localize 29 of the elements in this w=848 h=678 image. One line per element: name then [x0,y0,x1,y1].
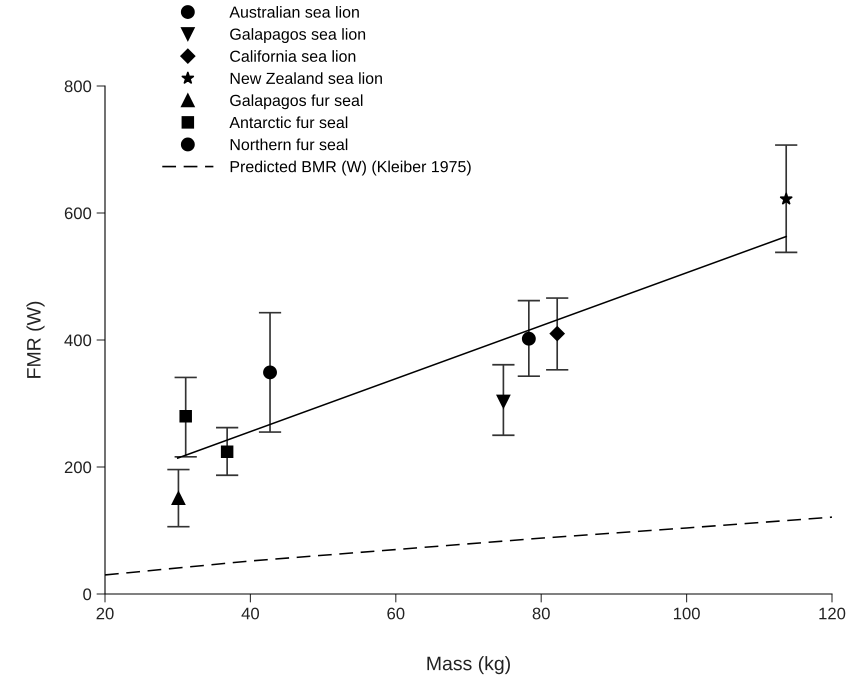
legend-label: Predicted BMR (W) (Kleiber 1975) [230,160,471,176]
x-tick-label: 40 [242,608,260,620]
legend-label: Galapagos sea lion [230,28,366,43]
legend-label: California sea lion [230,50,356,62]
point [263,365,277,380]
point [496,394,510,409]
point [550,326,565,342]
y-tick-label: 0 [83,588,92,600]
legend-label: New Zealand sea lion [230,72,382,84]
point [780,192,793,205]
x-axis-title: Mass (kg) [427,656,510,674]
point [171,491,186,506]
y-axis-title: FMR (W) [26,302,45,378]
y-tick-label: 800 [64,80,92,92]
point [179,410,192,422]
x-tick-label: 100 [674,608,700,620]
point [220,446,234,458]
legend-label: Galapagos fur seal [230,94,362,110]
legend-label: Australian sea lion [229,6,359,18]
legend-label: Antarctic fur seal [229,116,348,128]
point [522,332,536,346]
y-tick-label: 200 [64,461,92,474]
y-tick-label: 600 [64,207,92,220]
x-tick-label: 80 [532,608,550,620]
legend-label: Northern fur seal [230,138,348,150]
x-tick-label: 20 [96,608,114,620]
x-tick-label: 120 [819,608,846,620]
x-tick-label: 60 [387,608,404,620]
y-tick-label: 400 [64,334,92,346]
